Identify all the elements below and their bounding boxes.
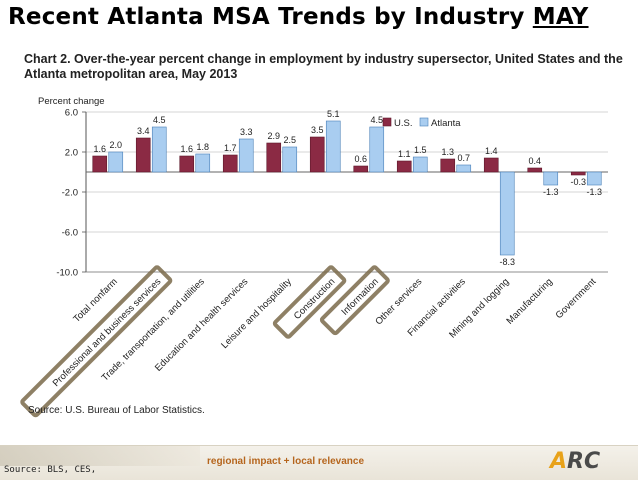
slide-title: Recent Atlanta MSA Trends by Industry MA… xyxy=(8,4,589,30)
slide-title-month: MAY xyxy=(532,4,589,30)
us-bar xyxy=(135,137,151,173)
us-bar xyxy=(266,142,282,173)
us-bar xyxy=(309,136,325,173)
us-bar xyxy=(527,167,543,173)
legend-label-atlanta: Atlanta xyxy=(431,118,461,129)
us-bar xyxy=(92,155,108,173)
atlanta-bar xyxy=(412,156,428,173)
atlanta-bar xyxy=(586,171,602,186)
y-tick-label: -2.0 xyxy=(62,188,78,199)
us-data-label: 0.4 xyxy=(528,156,541,166)
us-bar xyxy=(179,155,195,173)
legend-label-us: U.S. xyxy=(394,118,412,129)
legend-swatch-atlanta xyxy=(419,117,429,127)
legend-swatch-us xyxy=(382,117,392,127)
us-bar xyxy=(483,157,499,173)
atlanta-bar xyxy=(238,138,254,173)
us-data-label: 2.9 xyxy=(267,131,280,141)
atlanta-data-label: -8.3 xyxy=(499,257,515,267)
atlanta-data-label: -1.3 xyxy=(586,187,602,197)
x-category-label: Total nonfarm xyxy=(71,276,120,325)
us-bar xyxy=(570,171,586,176)
atlanta-data-label: 0.7 xyxy=(457,153,470,163)
x-category-label: Government xyxy=(554,276,599,321)
footer-decoration xyxy=(0,446,200,466)
us-data-label: 1.6 xyxy=(93,144,106,154)
atlanta-data-label: 2.5 xyxy=(283,135,296,145)
arc-logo: ARC xyxy=(550,449,600,474)
us-data-label: 1.6 xyxy=(180,144,193,154)
atlanta-data-label: 4.5 xyxy=(153,115,166,125)
arc-logo-text: RC xyxy=(567,449,601,474)
atlanta-bar xyxy=(499,171,515,256)
slide-title-prefix: Recent Atlanta MSA Trends by Industry xyxy=(8,4,533,30)
atlanta-bar xyxy=(151,126,167,173)
atlanta-data-label: 5.1 xyxy=(327,109,340,119)
us-bar xyxy=(440,158,456,173)
footer-tagline: regional impact + local relevance xyxy=(207,456,365,467)
us-data-label: 3.5 xyxy=(311,125,324,135)
atlanta-bar xyxy=(108,151,124,173)
us-data-label: 1.7 xyxy=(224,143,237,153)
y-tick-label: 2.0 xyxy=(65,148,78,159)
x-category-label: Education and health services xyxy=(153,276,251,374)
atlanta-bar xyxy=(369,126,385,173)
highlight-box xyxy=(20,265,173,418)
us-data-label: 0.6 xyxy=(354,154,367,164)
us-data-label: 1.1 xyxy=(398,149,411,159)
atlanta-data-label: 1.8 xyxy=(196,142,209,152)
chart-title: Chart 2. Over-the-year percent change in… xyxy=(24,52,623,81)
us-bar xyxy=(396,160,412,173)
atlanta-bar xyxy=(543,171,559,186)
atlanta-bar xyxy=(282,146,298,173)
chart-source: Source: U.S. Bureau of Labor Statistics. xyxy=(28,405,205,416)
y-tick-label: -10.0 xyxy=(56,268,78,279)
footer-source-note: Source: BLS, CES, xyxy=(4,465,97,475)
us-data-label: -0.3 xyxy=(570,177,586,187)
arc-logo-mark-icon: A xyxy=(550,449,568,474)
us-data-label: 3.4 xyxy=(137,126,150,136)
us-bar xyxy=(222,154,238,173)
us-data-label: 1.3 xyxy=(441,147,454,157)
highlight-box xyxy=(272,265,347,339)
atlanta-bar xyxy=(325,120,341,173)
atlanta-data-label: -1.3 xyxy=(543,187,559,197)
us-bar xyxy=(353,165,369,173)
atlanta-data-label: 2.0 xyxy=(109,140,122,150)
x-category-label: Manufacturing xyxy=(505,276,555,326)
us-data-label: 1.4 xyxy=(485,146,498,156)
atlanta-data-label: 1.5 xyxy=(414,145,427,155)
atlanta-bar xyxy=(195,153,211,173)
atlanta-data-label: 3.3 xyxy=(240,127,253,137)
y-tick-label: -6.0 xyxy=(62,228,78,239)
highlight-box xyxy=(319,265,390,336)
y-axis-label: Percent change xyxy=(38,96,105,107)
y-tick-label: 6.0 xyxy=(65,108,78,119)
atlanta-bar xyxy=(456,164,472,173)
atlanta-data-label: 4.5 xyxy=(370,115,383,125)
